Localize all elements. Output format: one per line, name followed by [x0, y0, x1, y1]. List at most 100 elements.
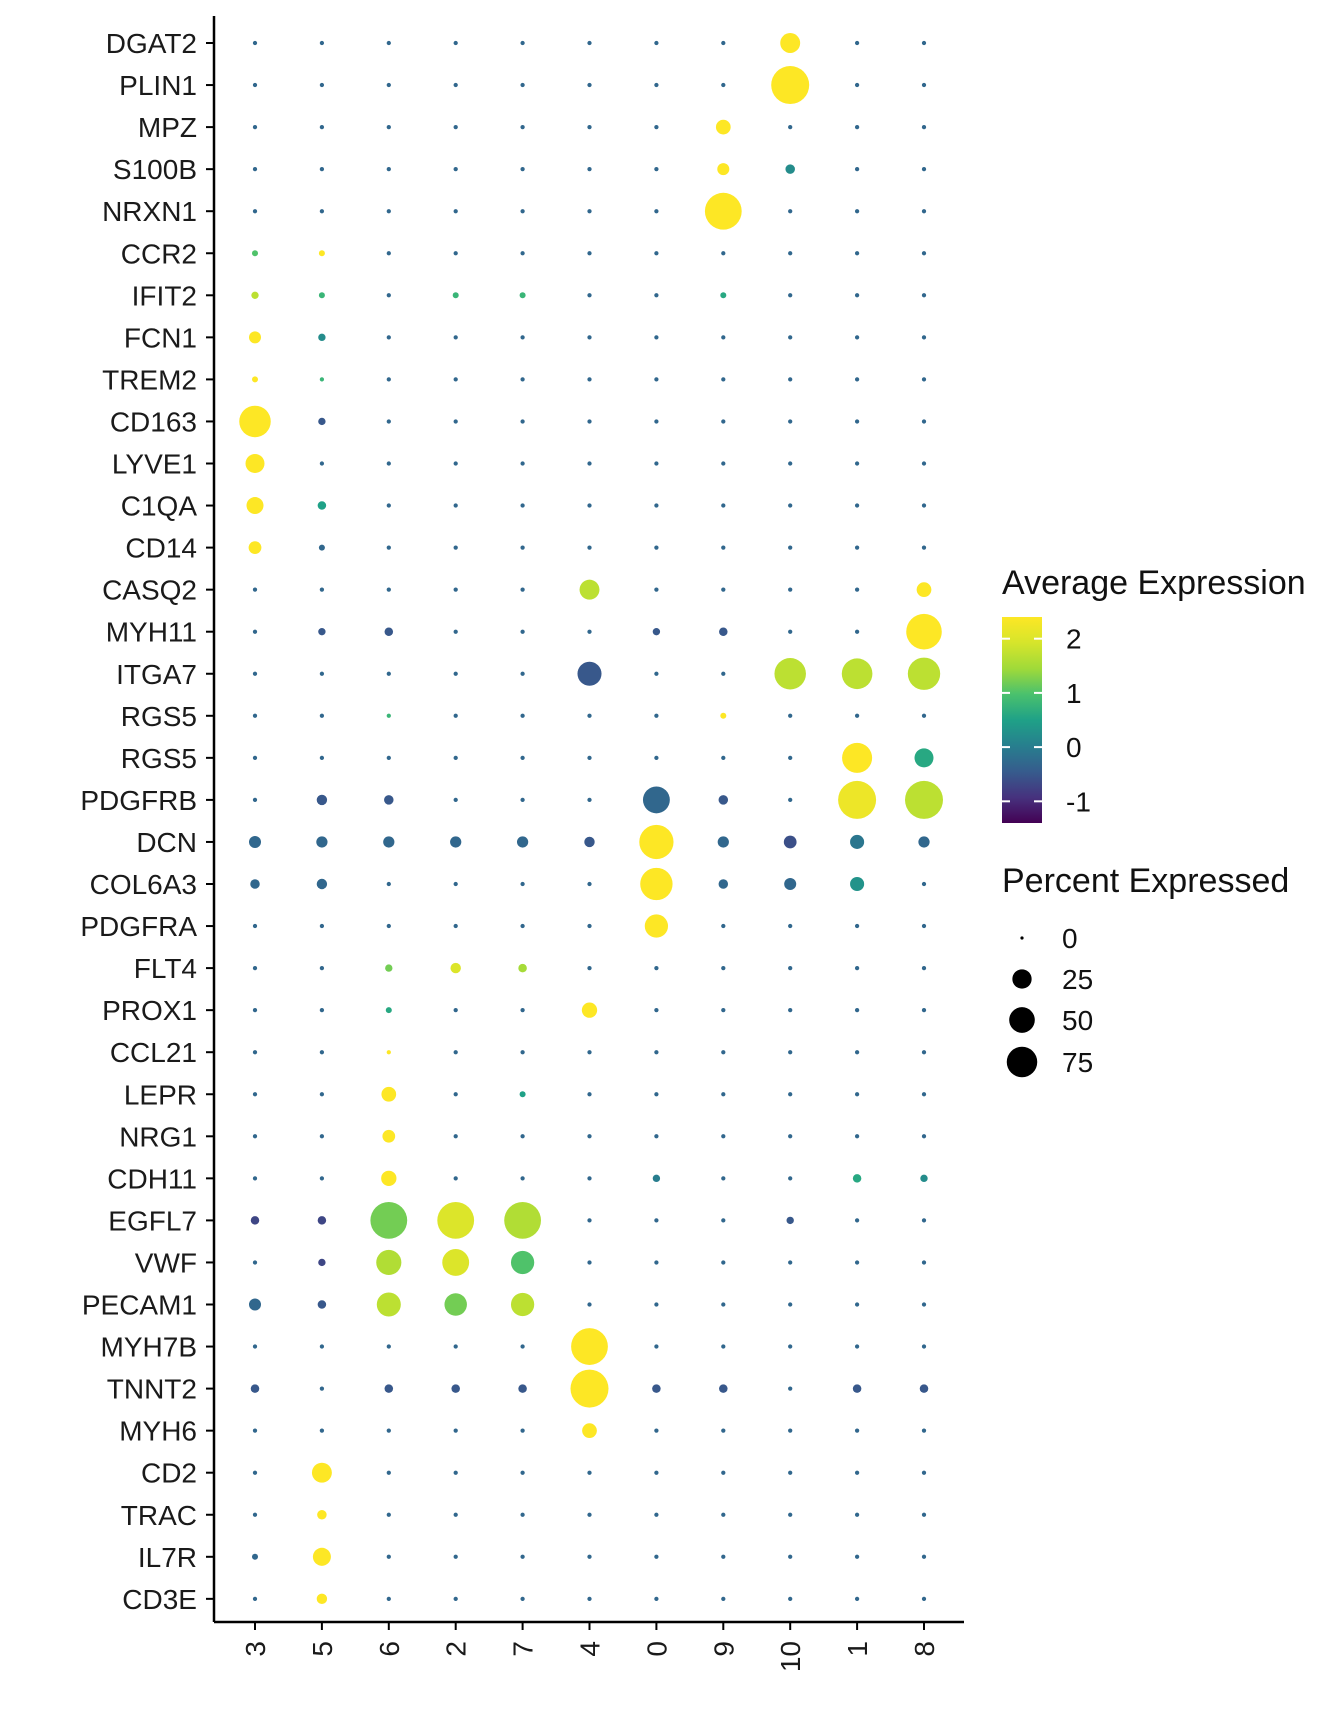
dot-pdgfrb-cluster-2: [453, 797, 458, 803]
dot-prox1-cluster-5: [319, 1008, 325, 1013]
dot-lepr-cluster-9: [721, 1092, 726, 1097]
dot-casq2-cluster-4: [579, 579, 600, 600]
dot-fcn1-cluster-3: [248, 331, 262, 344]
y-tick-label: CD2: [141, 1458, 197, 1489]
dot-rgs5-cluster-5: [319, 713, 325, 718]
dot-prox1-cluster-3: [252, 1008, 258, 1013]
size-legend-label: 0: [1062, 923, 1078, 954]
dot-rgs5-cluster-9: [721, 755, 726, 760]
color-bar-label: -1: [1066, 786, 1091, 817]
dot-ccl21-cluster-9: [721, 1050, 726, 1055]
dot-col6a3-cluster-3: [250, 879, 260, 889]
dot-fcn1-cluster-1: [854, 335, 860, 340]
x-tick-label: 6: [374, 1641, 405, 1657]
y-tick-label: VWF: [135, 1247, 197, 1278]
dot-pdgfra-cluster-3: [252, 923, 258, 929]
dot-lyve1-cluster-8: [921, 461, 927, 466]
dot-s100b-cluster-6: [386, 167, 391, 172]
dot-tnnt2-cluster-2: [451, 1384, 460, 1393]
dot-rgs5-cluster-9: [720, 712, 727, 719]
dot-dgat2-cluster-0: [654, 40, 659, 46]
dot-pdgfrb-cluster-4: [587, 797, 592, 803]
dot-ccl21-cluster-3: [252, 1050, 258, 1055]
dot-mpz-cluster-6: [386, 124, 391, 130]
dot-prox1-cluster-2: [453, 1008, 458, 1013]
dot-myh7b-cluster-9: [721, 1344, 726, 1349]
dot-lyve1-cluster-4: [587, 461, 592, 466]
dot-plin1-cluster-5: [319, 82, 325, 88]
dot-c1qa-cluster-10: [788, 503, 793, 508]
dot-lepr-cluster-1: [854, 1092, 860, 1097]
dot-trac-cluster-3: [252, 1512, 258, 1517]
dot-vwf-cluster-3: [252, 1260, 258, 1265]
dot-ccr2-cluster-0: [654, 251, 659, 256]
dot-ccr2-cluster-1: [854, 251, 860, 256]
y-tick-label: MYH7B: [101, 1332, 197, 1363]
dot-myh6-cluster-2: [453, 1428, 458, 1433]
dot-col6a3-cluster-9: [718, 879, 729, 889]
dot-dgat2-cluster-1: [854, 40, 860, 46]
dot-cd14-cluster-8: [921, 545, 927, 550]
dot-nrg1-cluster-1: [854, 1134, 860, 1139]
y-tick-label: TREM2: [102, 364, 197, 395]
dot-s100b-cluster-10: [785, 164, 795, 174]
dot-flt4-cluster-0: [654, 965, 659, 971]
dot-ifit2-cluster-4: [587, 293, 592, 298]
dot-cd2-cluster-6: [386, 1470, 391, 1475]
dot-flt4-cluster-2: [450, 962, 461, 974]
dot-col6a3-cluster-7: [520, 881, 525, 887]
dot-cd163-cluster-10: [788, 419, 793, 424]
dot-ccl21-cluster-4: [587, 1050, 592, 1055]
dot-myh6-cluster-10: [788, 1428, 793, 1433]
dot-pdgfra-cluster-7: [520, 923, 525, 929]
dot-dgat2-cluster-2: [453, 40, 458, 46]
dot-rgs5-cluster-4: [587, 713, 592, 718]
dot-cd14-cluster-2: [453, 545, 458, 550]
dot-s100b-cluster-8: [921, 167, 927, 172]
dot-ifit2-cluster-1: [854, 293, 860, 298]
x-tick-label: 8: [909, 1641, 940, 1657]
dot-c1qa-cluster-6: [386, 503, 391, 508]
dot-s100b-cluster-4: [587, 167, 592, 172]
y-tick-label: IL7R: [138, 1542, 197, 1573]
dot-myh6-cluster-8: [921, 1428, 927, 1433]
dot-cd14-cluster-1: [854, 545, 860, 550]
dot-s100b-cluster-3: [252, 167, 258, 172]
y-tick-label: PLIN1: [119, 70, 197, 101]
dot-cd3e-cluster-3: [252, 1596, 258, 1601]
dot-fcn1-cluster-6: [386, 335, 391, 340]
dot-tnnt2-cluster-4: [570, 1369, 609, 1408]
dot-vwf-cluster-4: [587, 1260, 592, 1265]
dot-myh6-cluster-9: [721, 1428, 726, 1433]
dot-plin1-cluster-3: [252, 82, 258, 88]
dot-fcn1-cluster-5: [318, 333, 326, 342]
dot-dcn-cluster-5: [316, 836, 328, 848]
y-tick-label: S100B: [113, 154, 197, 185]
dot-prox1-cluster-6: [385, 1007, 392, 1014]
y-tick-label: PROX1: [102, 995, 197, 1026]
color-bar-label: 2: [1066, 624, 1082, 655]
dot-cd3e-cluster-10: [788, 1596, 793, 1601]
plot-area: [239, 33, 943, 1605]
dot-rgs5-cluster-8: [914, 748, 934, 768]
dot-cd3e-cluster-1: [854, 1596, 860, 1601]
dot-dgat2-cluster-7: [520, 40, 525, 46]
dot-cd163-cluster-3: [239, 405, 271, 438]
dot-trac-cluster-8: [921, 1512, 927, 1517]
y-tick-label: EGFL7: [108, 1205, 197, 1236]
dot-trac-cluster-6: [386, 1512, 391, 1517]
dot-nrxn1-cluster-5: [319, 209, 325, 214]
dot-lepr-cluster-10: [788, 1092, 793, 1097]
dot-rgs5-cluster-6: [386, 755, 391, 760]
dot-rgs5-cluster-3: [252, 713, 258, 718]
dot-plin1-cluster-2: [453, 82, 458, 88]
dot-pdgfra-cluster-9: [721, 923, 726, 929]
x-tick-label: 10: [775, 1641, 806, 1672]
dot-trac-cluster-10: [788, 1512, 793, 1517]
dot-plin1-cluster-8: [921, 82, 927, 88]
dot-plin1-cluster-7: [520, 82, 525, 88]
dot-trem2-cluster-10: [788, 377, 793, 382]
dot-ifit2-cluster-8: [921, 293, 927, 298]
dot-prox1-cluster-1: [854, 1008, 860, 1013]
dot-flt4-cluster-8: [921, 965, 927, 971]
